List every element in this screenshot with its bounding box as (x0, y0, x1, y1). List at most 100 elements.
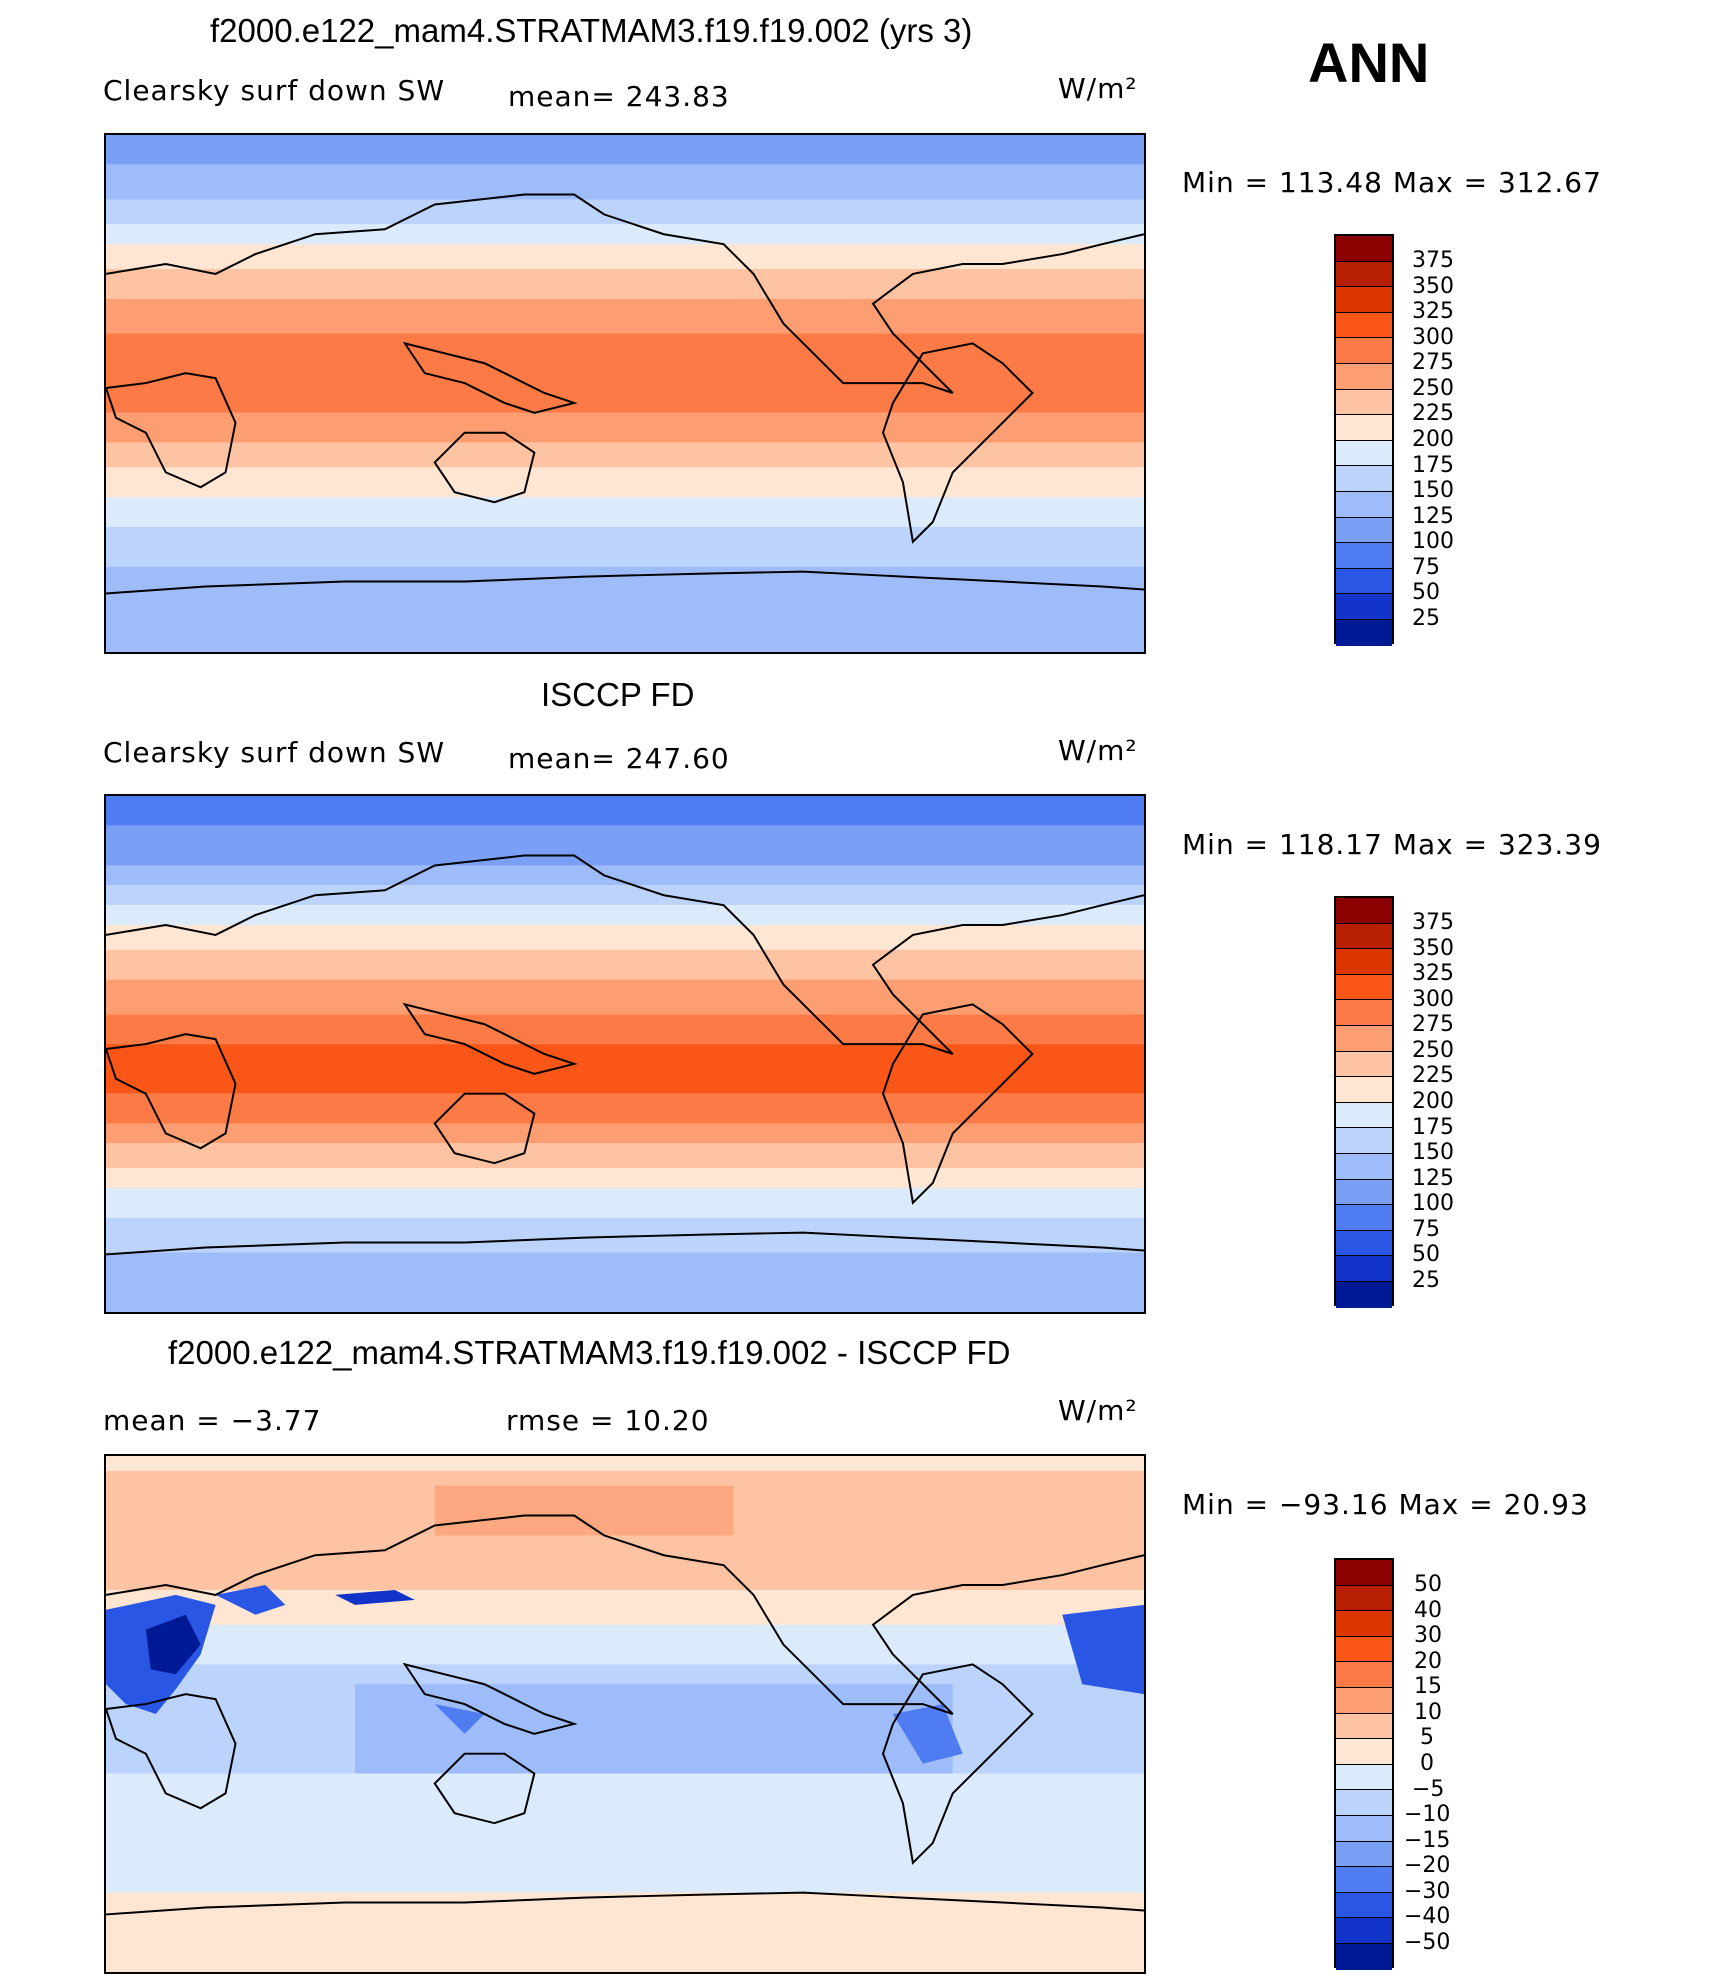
panel1-colorbar-level: 325 (1412, 299, 1454, 324)
panel2-colorbar-level: 350 (1412, 936, 1454, 961)
panel3-colorbar-level: 50 (1414, 1572, 1442, 1597)
panel2-title: ISCCP FD (541, 676, 695, 713)
panel1-colorbar-level: 350 (1412, 274, 1454, 299)
australia-coast (433, 431, 536, 504)
africa-coast (106, 1033, 237, 1150)
panel2-colorbar-swatch (1336, 898, 1392, 924)
panel3-colorbar-swatch (1336, 1815, 1392, 1842)
panel1-colorbar-swatch (1336, 619, 1392, 646)
panel1-colorbar-level: 175 (1412, 453, 1454, 478)
season-label: ANN (1308, 31, 1430, 94)
australia-coast (433, 1752, 536, 1825)
panel1-colorbar-swatch (1336, 287, 1392, 313)
panel1-colorbar-level: 100 (1412, 529, 1454, 554)
panel3-units-label: W/m² (1058, 1394, 1138, 1427)
panel1-colorbar-level: 225 (1412, 401, 1454, 426)
panel3-colorbar-swatch (1336, 1764, 1392, 1791)
panel1-colorbar-swatch (1336, 594, 1392, 620)
northern-coastline (106, 1514, 1144, 1715)
panel1-map-field (106, 135, 1144, 652)
panel2-colorbar-level: 200 (1412, 1089, 1454, 1114)
panel2-colorbar-swatch (1336, 974, 1392, 1001)
panel2-colorbar-swatch (1336, 1281, 1392, 1308)
panel3-minmax-label: Min = −93.16 Max = 20.93 (1182, 1488, 1589, 1521)
south-america-coast (881, 342, 1034, 544)
panel3-colorbar-swatch (1336, 1636, 1392, 1663)
south-america-coast (881, 1663, 1034, 1865)
panel2-colorbar (1334, 896, 1394, 1308)
panel2-colorbar-level: 275 (1412, 1012, 1454, 1037)
panel2-colorbar-swatch (1336, 1051, 1392, 1078)
panel3-colorbar-level: −10 (1404, 1802, 1451, 1827)
panel1-colorbar-level: 275 (1412, 350, 1454, 375)
panel2-variable-label: Clearsky surf down SW (103, 736, 446, 769)
panel1-units-label: W/m² (1058, 72, 1138, 105)
antarctica-coast (106, 1891, 1144, 1916)
panel2-units-label: W/m² (1058, 734, 1138, 767)
panel3-colorbar-swatch (1336, 1943, 1392, 1970)
panel1-colorbar-level: 25 (1412, 606, 1440, 631)
africa-coast (106, 1693, 237, 1810)
panel3-map (104, 1454, 1146, 1974)
panel1-colorbar-swatch (1336, 236, 1392, 262)
panel3-colorbar-level: 0 (1420, 1751, 1434, 1776)
panel1-variable-label: Clearsky surf down SW (103, 74, 446, 107)
panel2-colorbar-level: 50 (1412, 1242, 1440, 1267)
panel3-colorbar-swatch (1336, 1713, 1392, 1740)
panel2-colorbar-swatch (1336, 1230, 1392, 1257)
panel1-colorbar-level: 75 (1412, 555, 1440, 580)
panel2-colorbar-level: 25 (1412, 1268, 1440, 1293)
panel3-colorbar-level: 30 (1414, 1623, 1442, 1648)
panel2-colorbar-level: 375 (1412, 910, 1454, 935)
panel2-mean-label: mean= 247.60 (508, 742, 730, 775)
panel1-colorbar-swatch (1336, 440, 1392, 467)
panel2-colorbar-swatch (1336, 1205, 1392, 1231)
africa-coast (106, 372, 237, 489)
panel3-colorbar-level: −20 (1404, 1853, 1451, 1878)
panel3-colorbar (1334, 1558, 1394, 1970)
panel3-colorbar-level: 5 (1420, 1725, 1434, 1750)
maritime-continent (402, 1002, 578, 1075)
panel1-colorbar-swatch (1336, 466, 1392, 492)
australia-coast (433, 1092, 536, 1165)
panel3-colorbar-swatch (1336, 1918, 1392, 1944)
panel2-colorbar-swatch (1336, 1153, 1392, 1180)
panel1-title: f2000.e122_mam4.STRATMAM3.f19.f19.002 (y… (210, 12, 973, 49)
panel2-colorbar-level: 300 (1412, 987, 1454, 1012)
panel2-colorbar-swatch (1336, 1102, 1392, 1129)
panel1-colorbar-swatch (1336, 517, 1392, 544)
panel2-colorbar-level: 250 (1412, 1038, 1454, 1063)
panel2-colorbar-swatch (1336, 1000, 1392, 1026)
panel1-colorbar-swatch (1336, 415, 1392, 441)
panel3-rmse-label: rmse = 10.20 (506, 1404, 710, 1437)
panel1-minmax-label: Min = 113.48 Max = 312.67 (1182, 166, 1602, 199)
panel1-map (104, 133, 1146, 654)
northern-coastline (106, 193, 1144, 394)
panel3-colorbar-level: −30 (1404, 1879, 1451, 1904)
panel2-colorbar-level: 100 (1412, 1191, 1454, 1216)
panel1-colorbar-swatch (1336, 261, 1392, 288)
panel3-colorbar-swatch (1336, 1611, 1392, 1637)
south-america-coast (881, 1003, 1034, 1205)
panel3-colorbar-swatch (1336, 1687, 1392, 1714)
panel3-mean-label: mean = −3.77 (103, 1404, 322, 1437)
panel3-colorbar-swatch (1336, 1790, 1392, 1816)
panel3-map-field (106, 1456, 1144, 1972)
panel3-colorbar-level: −50 (1404, 1930, 1451, 1955)
panel1-colorbar-level: 300 (1412, 325, 1454, 350)
panel1-mean-label: mean= 243.83 (508, 80, 730, 113)
panel3-colorbar-swatch (1336, 1867, 1392, 1893)
panel2-map-field (106, 796, 1144, 1312)
panel2-colorbar-swatch (1336, 923, 1392, 950)
antarctica-coast (106, 1231, 1144, 1256)
panel1-colorbar-level: 150 (1412, 478, 1454, 503)
panel1-colorbar-level: 375 (1412, 248, 1454, 273)
panel2-colorbar-level: 125 (1412, 1166, 1454, 1191)
panel2-minmax-label: Min = 118.17 Max = 323.39 (1182, 828, 1602, 861)
panel1-colorbar (1334, 234, 1394, 646)
panel1-colorbar-swatch (1336, 568, 1392, 595)
panel2-colorbar-level: 225 (1412, 1063, 1454, 1088)
maritime-continent (402, 1662, 578, 1735)
panel1-colorbar-swatch (1336, 491, 1392, 518)
panel3-title: f2000.e122_mam4.STRATMAM3.f19.f19.002 - … (168, 1334, 1011, 1371)
